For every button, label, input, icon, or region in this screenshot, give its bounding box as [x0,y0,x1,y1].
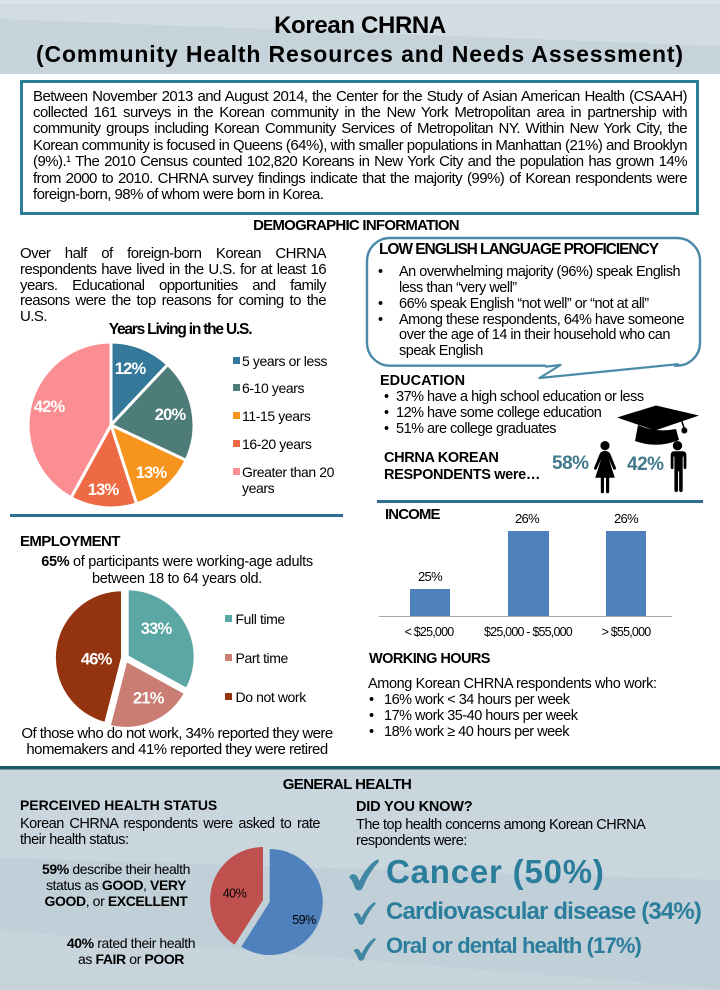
svg-text:40%: 40% [223,887,247,901]
svg-text:33%: 33% [141,620,173,638]
svg-text:46%: 46% [81,651,113,669]
svg-text:21%: 21% [133,690,165,708]
svg-text:13%: 13% [136,464,168,482]
svg-text:42%: 42% [34,398,66,416]
svg-text:59%: 59% [292,913,316,927]
svg-text:20%: 20% [155,406,187,424]
svg-text:12%: 12% [115,360,147,378]
svg-text:13%: 13% [88,481,120,499]
